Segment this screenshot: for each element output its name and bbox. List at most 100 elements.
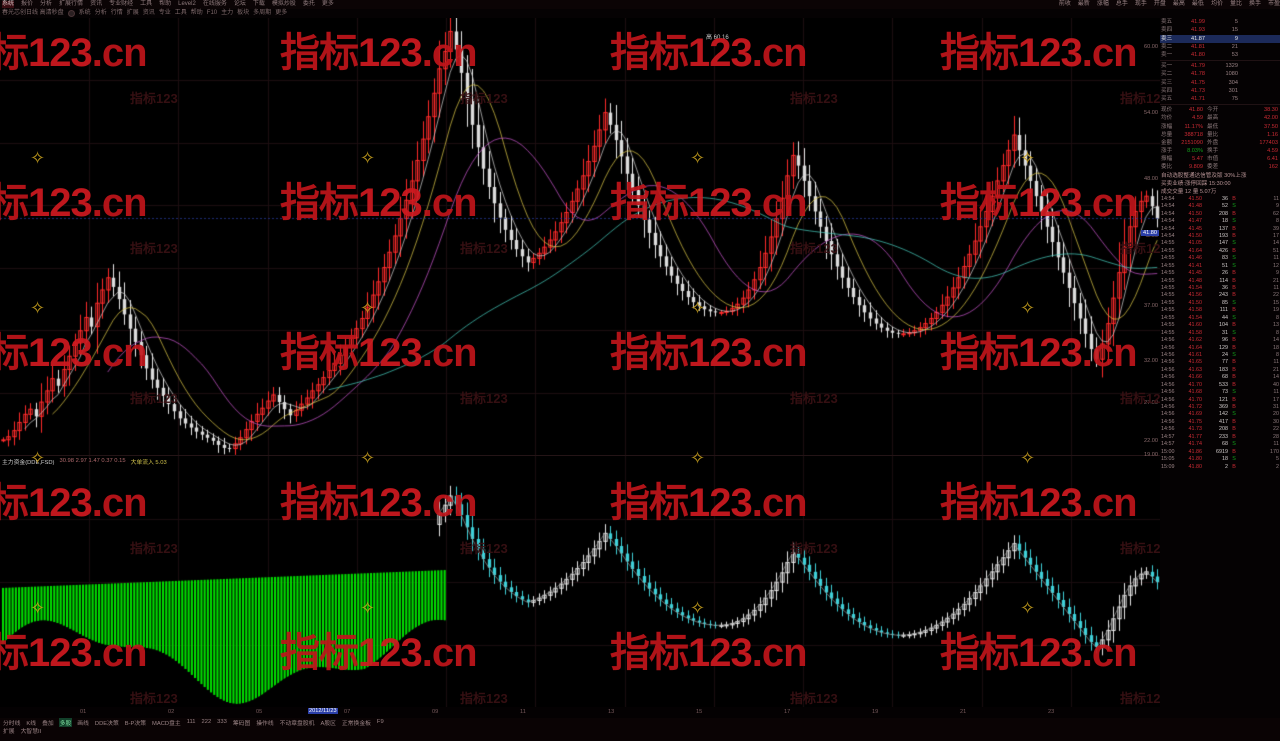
bid-row-0[interactable]: 买一 41.79 1329 [1160, 62, 1280, 70]
status2-tag-1[interactable]: 大智慧II [20, 728, 42, 735]
ask-row-1[interactable]: 卖四 41.93 15 [1160, 26, 1280, 34]
menu-right-6[interactable]: 最高 [1172, 1, 1185, 7]
toolbar-item-12[interactable]: 更多 [275, 10, 288, 16]
notice-list[interactable]: 自动选股整通达信管及版 30%上涨 买卖业绩:涨停回踩 15:30:00 成交交量 … [1160, 172, 1280, 196]
tick-row[interactable]: 14:55 41.60 104 B 13 [1160, 322, 1280, 329]
toolbar-item-3[interactable]: 扩展 [126, 10, 139, 16]
notice-0[interactable]: 自动选股整通达信管及版 30%上涨 [1161, 172, 1247, 179]
toolbar-item-7[interactable]: 帮助 [190, 10, 203, 16]
tick-row[interactable]: 14:56 41.73 208 B 22 [1160, 426, 1280, 433]
toolbar-item-9[interactable]: 主力 [221, 10, 234, 16]
ask-row-0[interactable]: 卖五 41.99 5 [1160, 18, 1280, 26]
tick-row[interactable]: 14:55 41.58 31 S 8 [1160, 329, 1280, 336]
ask-row-4[interactable]: 卖一 41.80 53 [1160, 51, 1280, 59]
tick-list[interactable]: 14:54 41.50 36 B 11 14:54 41.48 52 S 9 14:54 41.50 2… [1160, 196, 1280, 471]
toolbar-item-0[interactable]: 系统 [78, 10, 91, 16]
status-tag-0[interactable]: 分时线 [3, 720, 21, 727]
tick-row[interactable]: 14:56 41.64 129 B 18 [1160, 344, 1280, 351]
menu-right-10[interactable]: 换手 [1248, 1, 1261, 7]
toolbar-item-8[interactable]: F10 [206, 10, 218, 16]
ask-levels[interactable]: 卖五 41.99 5 卖四 41.93 15 卖三 41.87 9 卖二 41.81 21 卖一 41.8… [1160, 18, 1280, 59]
toolbar-item-5[interactable]: 专业 [158, 10, 171, 16]
menu-item-10[interactable]: 论坛 [233, 1, 246, 7]
toolbar-item-10[interactable]: 板块 [237, 10, 250, 16]
bid-row-3[interactable]: 买四 41.73 301 [1160, 87, 1280, 95]
indicator-panel[interactable] [0, 455, 1160, 708]
tick-row[interactable]: 14:55 41.64 426 B 51 [1160, 248, 1280, 255]
tick-row[interactable]: 15:09 41.80 2 B 2 [1160, 463, 1280, 470]
tick-row[interactable]: 14:55 41.50 85 S 15 [1160, 300, 1280, 307]
tick-row[interactable]: 14:57 41.77 233 B 28 [1160, 434, 1280, 441]
quote-panel[interactable]: ▲ 300475 春光芯创 涨幅 33.48% 总量 3884 卖五41.995… [1160, 0, 1280, 718]
menu-item-3[interactable]: 扩展行情 [59, 1, 84, 7]
bid-row-4[interactable]: 买五 41.71 75 [1160, 95, 1280, 103]
tick-row[interactable]: 14:55 41.54 36 B 11 [1160, 285, 1280, 292]
menu-right-5[interactable]: 开盘 [1153, 1, 1166, 7]
menu-item-13[interactable]: 委托 [302, 1, 315, 7]
menu-item-9[interactable]: 在线服务 [202, 1, 227, 7]
menu-item-5[interactable]: 专业财经 [109, 1, 134, 7]
status-tag-15[interactable]: 正常换金板 [341, 720, 371, 727]
status-tag-16[interactable]: F9 [376, 719, 384, 725]
status-tag-14[interactable]: A股区 [320, 720, 336, 727]
toolbar-item-2[interactable]: 行情 [110, 10, 123, 16]
status-row-secondary[interactable]: 扩展 大智慧II [0, 726, 1280, 735]
tick-row[interactable]: 14:54 41.50 36 B 11 [1160, 196, 1280, 203]
tick-row[interactable]: 14:56 41.75 417 B 30 [1160, 419, 1280, 426]
tick-row[interactable]: 14:56 41.63 183 B 21 [1160, 367, 1280, 374]
tick-row[interactable]: 14:55 41.41 51 S 12 [1160, 263, 1280, 270]
ask-row-2[interactable]: 卖三 41.87 9 [1160, 34, 1280, 43]
tick-row[interactable]: 15:05 41.80 18 S 5 [1160, 456, 1280, 463]
menu-item-2[interactable]: 分析 [40, 1, 53, 7]
menu-right-7[interactable]: 最低 [1191, 1, 1204, 7]
menu-right-9[interactable]: 量比 [1229, 1, 1242, 7]
status-bar[interactable]: 分时线 K线 叠加 多股 画线 DDE决策 B-P决策 MACD盘主 111 222 333 筹码图操… [0, 717, 1280, 741]
tick-row[interactable]: 14:56 41.61 24 S 8 [1160, 352, 1280, 359]
tick-row[interactable]: 14:57 41.74 68 S 11 [1160, 441, 1280, 448]
kline-canvas[interactable] [0, 18, 1160, 455]
notice-2[interactable]: 成交交量 12 量 5.07万 [1161, 188, 1217, 195]
tick-row[interactable]: 14:54 41.50 193 B 17 [1160, 233, 1280, 240]
menu-right-1[interactable]: 最新 [1077, 1, 1090, 7]
tick-row[interactable]: 14:55 41.56 243 B 22 [1160, 292, 1280, 299]
tick-row[interactable]: 14:55 41.58 111 B 19 [1160, 307, 1280, 314]
status-tag-5[interactable]: DDE决策 [94, 720, 119, 727]
tick-row[interactable]: 14:55 41.54 44 S 8 [1160, 315, 1280, 322]
tick-row[interactable]: 14:56 41.68 73 S 11 [1160, 389, 1280, 396]
status-tag-6[interactable]: B-P决策 [124, 720, 147, 727]
bid-levels[interactable]: 买一 41.79 1329 买二 41.78 1080 买三 41.75 304 买四 41.73 3… [1160, 62, 1280, 103]
menu-item-0[interactable]: 系统 [2, 1, 15, 8]
menu-item-8[interactable]: Level2 [178, 1, 196, 7]
tick-row[interactable]: 14:55 41.05 147 S 14 [1160, 240, 1280, 247]
tick-row[interactable]: 14:56 41.62 96 B 14 [1160, 337, 1280, 344]
tick-row[interactable]: 14:56 41.70 121 B 17 [1160, 396, 1280, 403]
status-tag-10[interactable]: 333 [217, 719, 227, 725]
toolbar-item-1[interactable]: 分析 [94, 10, 107, 16]
menu-right-11[interactable]: 市盈 [1267, 1, 1280, 7]
menu-right-2[interactable]: 涨幅 [1096, 1, 1109, 7]
notice-1[interactable]: 买卖业绩:涨停回踩 15:30:00 [1161, 180, 1231, 187]
menu-right-8[interactable]: 均价 [1210, 1, 1223, 7]
menu-item-4[interactable]: 资讯 [90, 1, 103, 7]
menu-item-1[interactable]: 报价 [21, 1, 34, 7]
status-tag-11[interactable]: 筹码图 [232, 720, 251, 727]
tick-row[interactable]: 14:56 41.69 142 S 20 [1160, 411, 1280, 418]
menu-item-11[interactable]: 下载 [252, 1, 265, 7]
menu-bar[interactable]: 系统 报价 分析 扩展行情 资讯 专业财经 工具 帮助 Level2 在线服务 论坛 下载 模拟炒股 委托… [0, 0, 1280, 9]
tick-row[interactable]: 14:55 41.48 114 B 21 [1160, 277, 1280, 284]
menu-right-3[interactable]: 总手 [1115, 1, 1128, 7]
tick-row[interactable]: 14:55 41.45 26 B 9 [1160, 270, 1280, 277]
tick-row[interactable]: 14:54 41.48 52 S 9 [1160, 203, 1280, 210]
status-tag-1[interactable]: K线 [26, 720, 37, 727]
status-tag-8[interactable]: 111 [186, 719, 196, 725]
status-tag-3[interactable]: 多股 [58, 717, 73, 727]
kline-chart[interactable]: 高 60.16 低 19.24 [0, 18, 1160, 455]
status-tag-9[interactable]: 222 [201, 719, 212, 725]
menu-item-12[interactable]: 模拟炒股 [271, 1, 296, 7]
tick-row[interactable]: 14:55 41.46 83 S 11 [1160, 255, 1280, 262]
menu-right-4[interactable]: 现手 [1134, 1, 1147, 7]
tick-row[interactable]: 14:54 41.50 208 B 62 [1160, 210, 1280, 217]
menu-item-14[interactable]: 更多 [321, 1, 334, 7]
menu-item-7[interactable]: 帮助 [159, 1, 172, 7]
tick-row[interactable]: 14:56 41.65 77 B 11 [1160, 359, 1280, 366]
